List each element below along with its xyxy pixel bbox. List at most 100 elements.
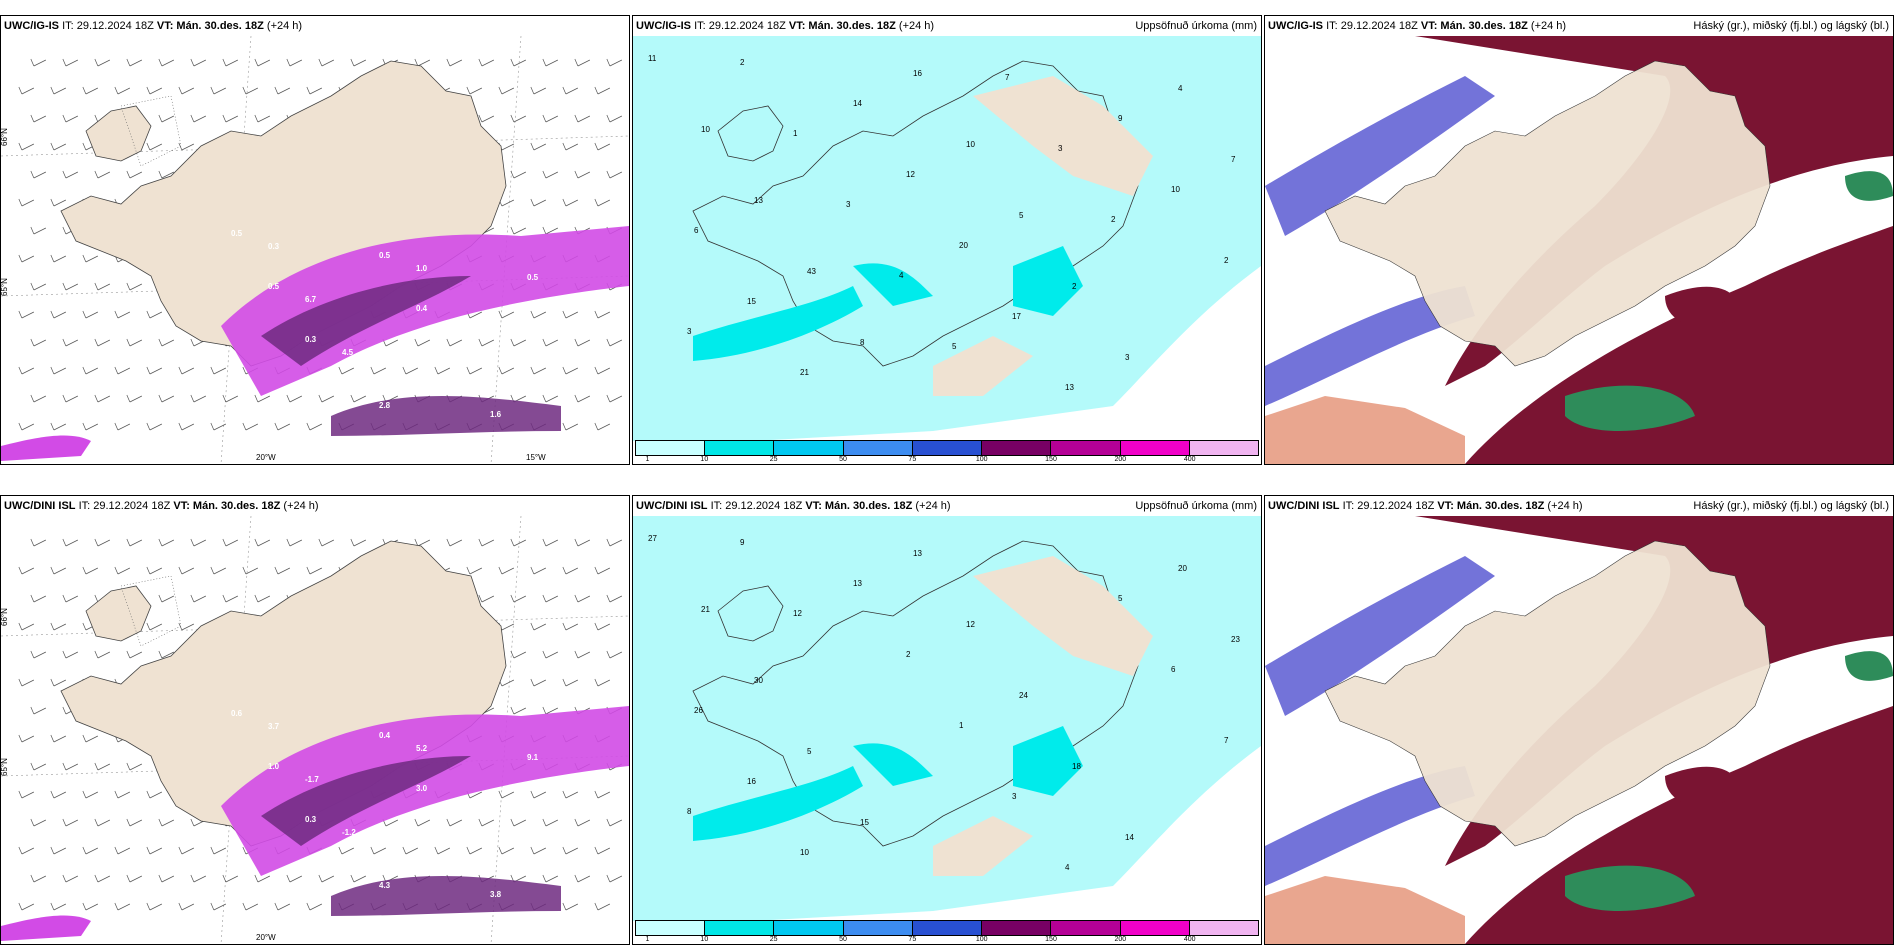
land-westfjords — [717, 585, 784, 642]
wind-barb — [594, 142, 611, 151]
mid-cloud-area — [1265, 766, 1475, 886]
accum-value-label: 8 — [860, 338, 865, 347]
accum-value-label: 16 — [913, 69, 922, 78]
wind-barb — [30, 114, 47, 123]
wind-barb — [254, 114, 271, 123]
latitude-label: 66°N — [1, 608, 9, 626]
wind-barb — [210, 566, 227, 575]
panel-accum-precip-igis: UWC/IG-IS IT: 29.12.2024 18Z VT: Mán. 30… — [632, 15, 1262, 465]
accum-value-label: 3 — [1058, 144, 1063, 153]
low-cloud-area — [1565, 865, 1695, 911]
wind-barb — [146, 622, 163, 631]
valid-time: VT: Mán. 30.des. 18Z — [173, 500, 281, 512]
issue-time: IT: 29.12.2024 18Z — [1326, 20, 1418, 32]
wind-barb — [286, 874, 303, 883]
wind-barb — [530, 198, 547, 207]
colorbar-tick-label: 10 — [700, 936, 709, 943]
wind-barb — [18, 310, 35, 319]
wind-barb — [146, 566, 163, 575]
wind-barb — [18, 86, 35, 95]
wind-barb — [594, 790, 611, 799]
accum-value-label: 3 — [1012, 792, 1017, 801]
wind-barb — [542, 594, 559, 603]
wind-barb — [62, 114, 79, 123]
wind-barb — [146, 902, 163, 911]
precip-value-label: 0.3 — [305, 335, 317, 344]
wind-barb — [50, 366, 67, 375]
wind-barb — [530, 86, 547, 95]
lead-time: (+24 h) — [898, 20, 935, 32]
wind-barb — [18, 198, 35, 207]
panel-header: UWC/DINI ISL IT: 29.12.2024 18Z VT: Mán.… — [1265, 496, 1893, 516]
wind-barb — [158, 170, 175, 179]
accum-value-label: 6 — [694, 226, 699, 235]
wind-barb — [318, 394, 335, 403]
map-area[interactable] — [1265, 36, 1893, 464]
accum-value-label: 3 — [687, 327, 692, 336]
wind-barb — [510, 538, 527, 547]
wind-barb — [478, 538, 495, 547]
wind-barb — [434, 366, 451, 375]
colorbar-swatch — [705, 921, 775, 935]
wind-barb — [446, 538, 463, 547]
longitude-gridline — [490, 36, 522, 464]
wind-barb — [94, 762, 111, 771]
wind-barb — [62, 538, 79, 547]
wind-barb — [114, 422, 131, 431]
map-area[interactable]: 0.6 1.0 0.3 0.6 0.4 3.0 5.4 3.8 9.1 2.4 0.5 3.7 -1.7… — [1, 516, 629, 944]
panel-accum-precip-dini: UWC/DINI ISL IT: 29.12.2024 18Z VT: Mán.… — [632, 495, 1262, 945]
wind-barb — [306, 902, 323, 911]
wind-barb — [370, 846, 387, 855]
colorbar-swatch — [1120, 921, 1190, 935]
wind-barb — [30, 706, 47, 715]
wind-barb — [510, 650, 527, 659]
precip-value-label: 1.0 — [416, 264, 428, 273]
accum-value-label: 7 — [1224, 736, 1229, 745]
wind-barb — [18, 846, 35, 855]
precip-value-label: 3.0 — [416, 784, 428, 793]
wind-barb — [530, 846, 547, 855]
wind-barb — [274, 86, 291, 95]
model-name: UWC/DINI ISL — [4, 500, 76, 512]
wind-barb — [338, 366, 355, 375]
wind-barb — [146, 142, 163, 151]
wind-barb — [466, 366, 483, 375]
mid-cloud-area — [1265, 556, 1495, 716]
map-area[interactable]: 11 10 13 43 8 16 10 5 2 3 4 7 6 15 21 14 12 20 17 13 9 10 2 3 2 1… — [633, 36, 1261, 464]
map-area[interactable]: 0.5 0.5 0.3 0.6 0.5 0.4 0.3 1.6 0.5 0.9 0.3 0.3 6.7 4… — [1, 36, 629, 464]
colorbar-swatch — [774, 921, 844, 935]
wind-barb — [222, 58, 239, 67]
wind-barb — [562, 198, 579, 207]
accum-value-label: 20 — [1178, 564, 1187, 573]
wind-barb — [530, 310, 547, 319]
wind-barb — [338, 846, 355, 855]
wind-barb — [18, 254, 35, 263]
wind-barb — [446, 338, 463, 347]
lead-time: (+24 h) — [266, 20, 303, 32]
wind-barb — [606, 594, 623, 603]
wind-barb — [498, 846, 515, 855]
colorbar: 1 10 25 50 75 100 150 200 400 — [635, 440, 1259, 463]
accum-value-label: 13 — [853, 579, 862, 588]
wind-barb — [94, 818, 111, 827]
colorbar-tick-label: 75 — [908, 936, 917, 943]
wind-barb — [306, 86, 323, 95]
land-westfjords — [717, 105, 784, 162]
wind-barb — [222, 538, 239, 547]
wind-barb — [30, 650, 47, 659]
precip-value-label: 5.2 — [453, 317, 465, 326]
map-area[interactable]: 27 21 30 5 15 13 12 24 18 14 20 23 26 16 10 13 2 1 3 4 5 6 7 8 9… — [633, 516, 1261, 944]
wind-barb — [530, 622, 547, 631]
accum-value-label: 23 — [1231, 635, 1240, 644]
wind-barb — [542, 338, 559, 347]
wind-barb — [414, 538, 431, 547]
wind-barb — [18, 790, 35, 799]
wind-barb — [414, 338, 431, 347]
wind-barb — [274, 566, 291, 575]
map-area[interactable] — [1265, 516, 1893, 944]
colorbar-swatch — [843, 441, 913, 455]
wind-barb — [510, 706, 527, 715]
valid-time: VT: Mán. 30.des. 18Z — [1437, 500, 1545, 512]
precip-value-label: -1.7 — [305, 775, 319, 784]
latitude-label: 66°N — [1, 128, 9, 146]
